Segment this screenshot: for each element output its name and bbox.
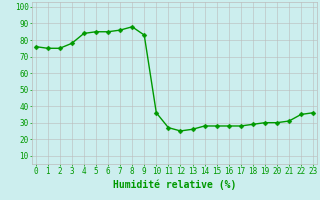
X-axis label: Humidité relative (%): Humidité relative (%) <box>113 179 236 190</box>
